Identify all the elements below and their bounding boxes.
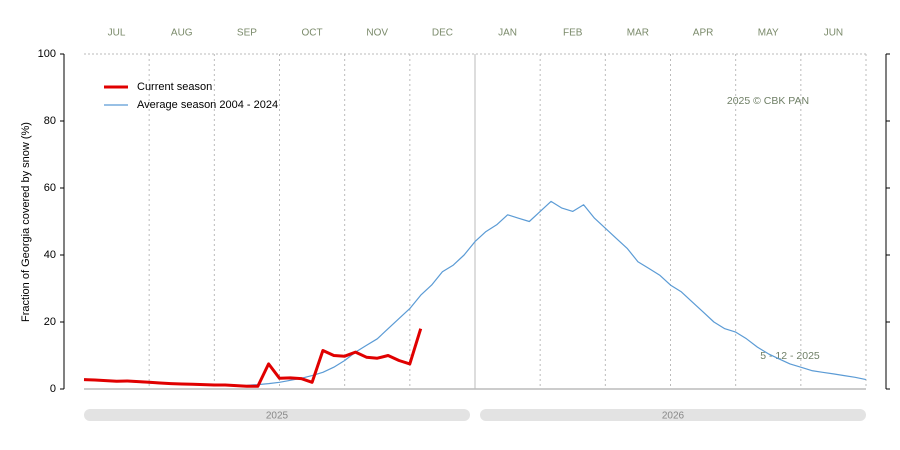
- year-label: 2025: [266, 411, 289, 422]
- month-label: JUN: [824, 28, 843, 39]
- month-label: JUL: [108, 28, 126, 39]
- month-label: DEC: [432, 28, 453, 39]
- y-tick-label: 0: [50, 383, 56, 395]
- month-label: FEB: [563, 28, 583, 39]
- month-label: SEP: [237, 28, 257, 39]
- y-tick-label: 20: [44, 316, 56, 328]
- month-label: OCT: [302, 28, 323, 39]
- month-label: AUG: [171, 28, 193, 39]
- year-label: 2026: [662, 411, 685, 422]
- month-label: JAN: [498, 28, 517, 39]
- y-axis-label: Fraction of Georgia covered by snow (%): [20, 122, 32, 322]
- month-label: NOV: [366, 28, 388, 39]
- year-bar: [480, 409, 866, 421]
- series-line: [83, 328, 423, 388]
- y-tick-label: 60: [44, 182, 56, 194]
- date-note: 5 - 12 - 2025: [760, 350, 820, 362]
- month-label: APR: [693, 28, 714, 39]
- legend-label: Current season: [137, 81, 212, 93]
- y-tick-label: 80: [44, 115, 56, 127]
- copyright-note: 2025 © CBK PAN: [727, 95, 809, 107]
- month-label: MAY: [758, 28, 779, 39]
- year-bar: [84, 409, 470, 421]
- y-tick-label: 100: [38, 48, 56, 60]
- month-label: MAR: [627, 28, 649, 39]
- y-tick-label: 40: [44, 249, 56, 261]
- legend-label: Average season 2004 - 2024: [137, 99, 278, 111]
